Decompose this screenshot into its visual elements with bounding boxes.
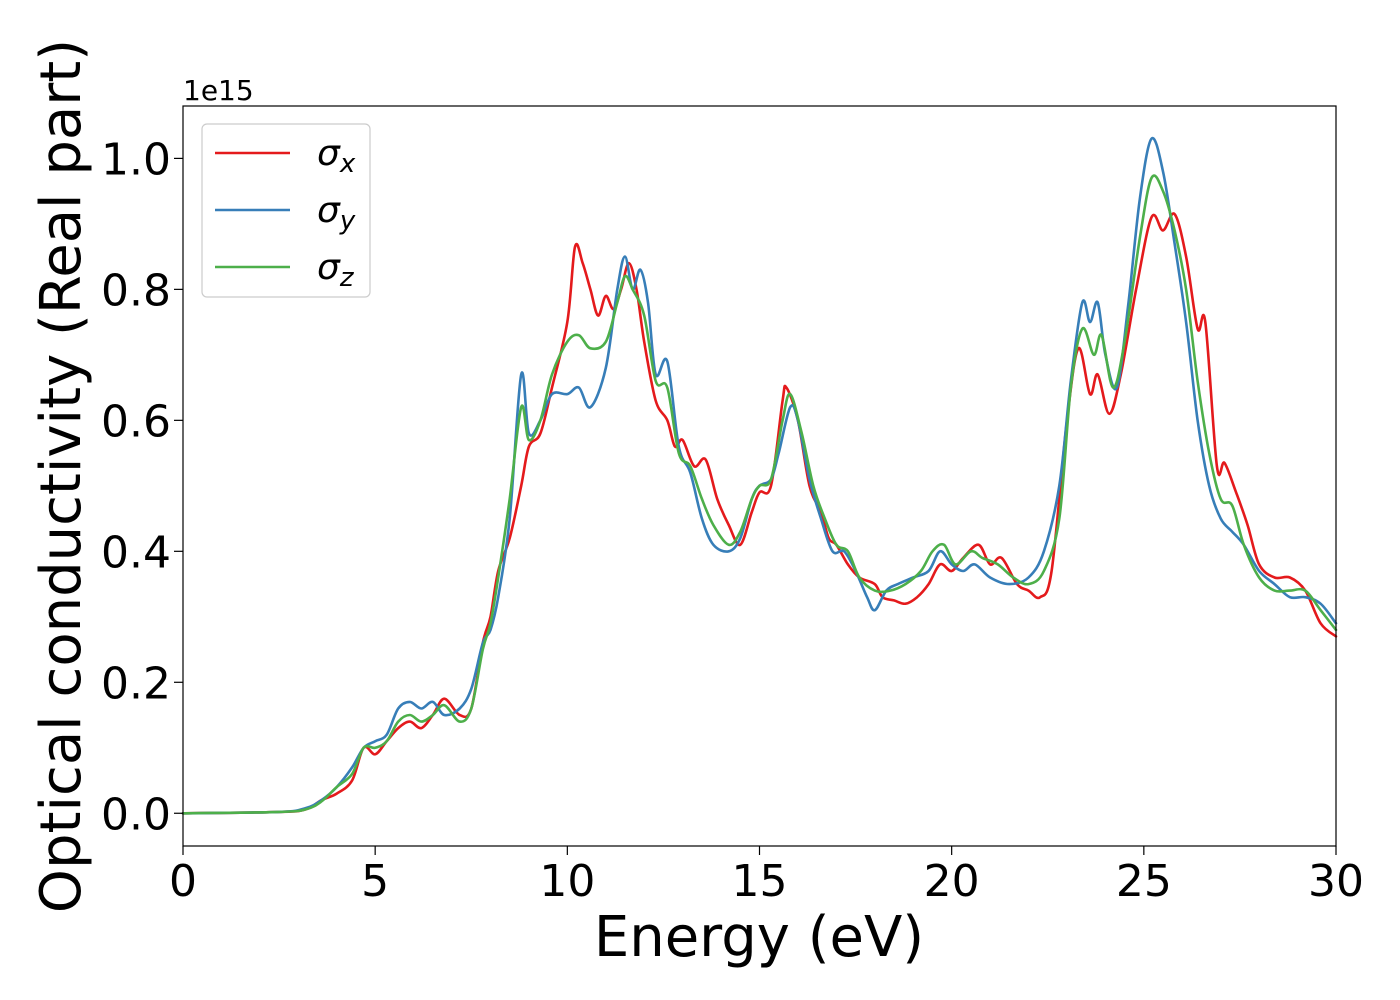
y-tick-label: 1.0 [101,134,171,185]
y-tick-label: 0.0 [101,789,171,840]
legend-label-x: σx [317,133,356,179]
x-tick-label: 30 [1308,856,1364,907]
x-axis-ticks: 0 5 10 15 20 25 30 [169,846,1364,907]
x-tick-label: 10 [539,856,595,907]
y-axis-ticks: 0.0 0.2 0.4 0.6 0.8 1.0 [101,134,183,840]
y-offset-label: 1e15 [183,74,254,107]
series-line-z [181,174,1338,815]
series-line-x [181,212,1338,815]
y-tick-label: 0.2 [101,658,171,709]
x-axis-label: Energy (eV) [594,905,924,970]
y-tick-label: 0.8 [101,265,171,316]
y-tick-label: 0.6 [101,396,171,447]
legend-label-y: σy [317,190,356,236]
x-tick-label: 15 [732,856,788,907]
legend: σx σy σz [201,123,371,298]
legend-label-z: σz [317,247,355,293]
x-tick-label: 0 [169,856,197,907]
x-tick-label: 25 [1116,856,1172,907]
series-line-y [181,136,1338,815]
y-axis-label: Optical conductivity (Real part) [29,39,94,913]
y-tick-label: 0.4 [101,527,171,578]
x-tick-label: 5 [361,856,389,907]
series-layer [181,136,1338,815]
x-tick-label: 20 [924,856,980,907]
